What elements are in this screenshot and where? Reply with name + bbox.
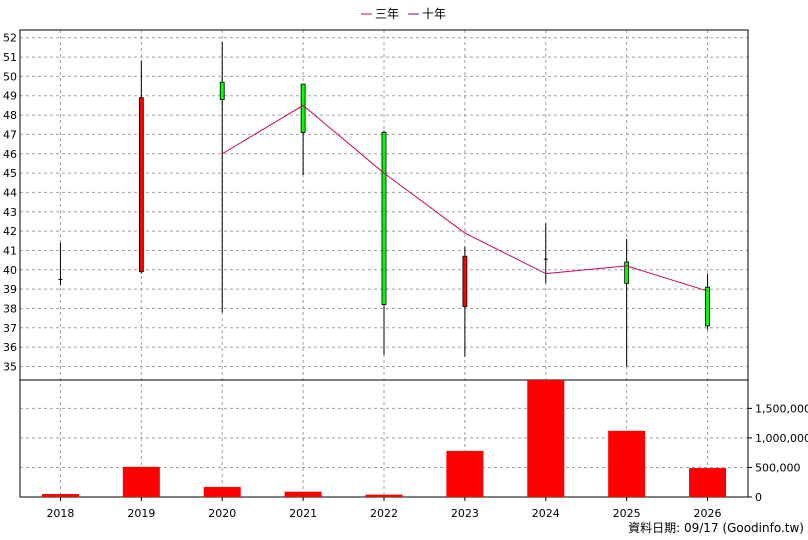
price-tick-label: 47 — [3, 128, 17, 141]
price-tick-label: 51 — [3, 51, 17, 64]
price-tick-label: 48 — [3, 109, 17, 122]
price-tick-label: 42 — [3, 225, 17, 238]
legend-ten-year-label: 十年 — [422, 7, 446, 21]
price-tick-label: 43 — [3, 206, 17, 219]
category-label: 2020 — [208, 507, 236, 520]
price-tick-label: 46 — [3, 148, 17, 161]
legend-three-year-label: 三年 — [375, 7, 399, 21]
candle-body — [138, 97, 144, 273]
three-year-polyline — [221, 104, 708, 292]
volume-bar — [122, 466, 160, 497]
candle-body — [300, 83, 306, 133]
volume-tick-label: 500,000 — [755, 461, 801, 474]
volume-bar — [284, 491, 322, 497]
price-tick-label: 41 — [3, 244, 17, 257]
category-label: 2024 — [532, 507, 560, 520]
category-label: 2022 — [370, 507, 398, 520]
price-tick-label: 37 — [3, 322, 17, 335]
data-date-footer: 資料日期: 09/17 (Goodinfo.tw) — [628, 521, 804, 535]
price-tick-label: 36 — [3, 341, 17, 354]
volume-bar — [527, 380, 565, 497]
price-tick-label: 40 — [3, 264, 17, 277]
candle-body — [705, 286, 710, 327]
volume-bar — [203, 486, 241, 497]
candles — [58, 41, 710, 367]
category-label: 2021 — [289, 507, 317, 520]
volume-bars — [41, 380, 727, 497]
category-label: 2026 — [694, 507, 722, 520]
axis-labels: 35 36 37 38 39 40 41 42 43 44 45 46 47 48 49 50 51 52 0 500… — [3, 32, 808, 520]
volume-tick-label: 0 — [755, 491, 762, 504]
volume-bar — [365, 494, 403, 497]
volume-tick-label: 1,500,000 — [755, 402, 808, 415]
volume-tick-label: 1,000,000 — [755, 432, 808, 445]
price-tick-label: 38 — [3, 302, 17, 315]
candle-body — [381, 132, 387, 305]
volume-bar — [41, 494, 79, 497]
price-tick-label: 44 — [3, 186, 17, 199]
category-label: 2018 — [46, 507, 74, 520]
volume-bar — [689, 468, 727, 497]
price-tick-label: 35 — [3, 360, 17, 373]
legend: 三年 十年 — [361, 7, 446, 21]
price-tick-label: 45 — [3, 167, 17, 180]
volume-bar — [608, 430, 646, 497]
price-tick-label: 52 — [3, 32, 17, 45]
price-tick-label: 50 — [3, 70, 17, 83]
category-label: 2025 — [613, 507, 641, 520]
candle-body — [462, 255, 468, 307]
three-year-line — [221, 104, 708, 292]
volume-bar — [446, 450, 484, 497]
price-tick-label: 39 — [3, 283, 17, 296]
category-label: 2023 — [451, 507, 479, 520]
candle-body — [624, 261, 630, 284]
category-label: 2019 — [127, 507, 155, 520]
price-tick-label: 49 — [3, 90, 17, 103]
candle-body — [219, 81, 225, 101]
